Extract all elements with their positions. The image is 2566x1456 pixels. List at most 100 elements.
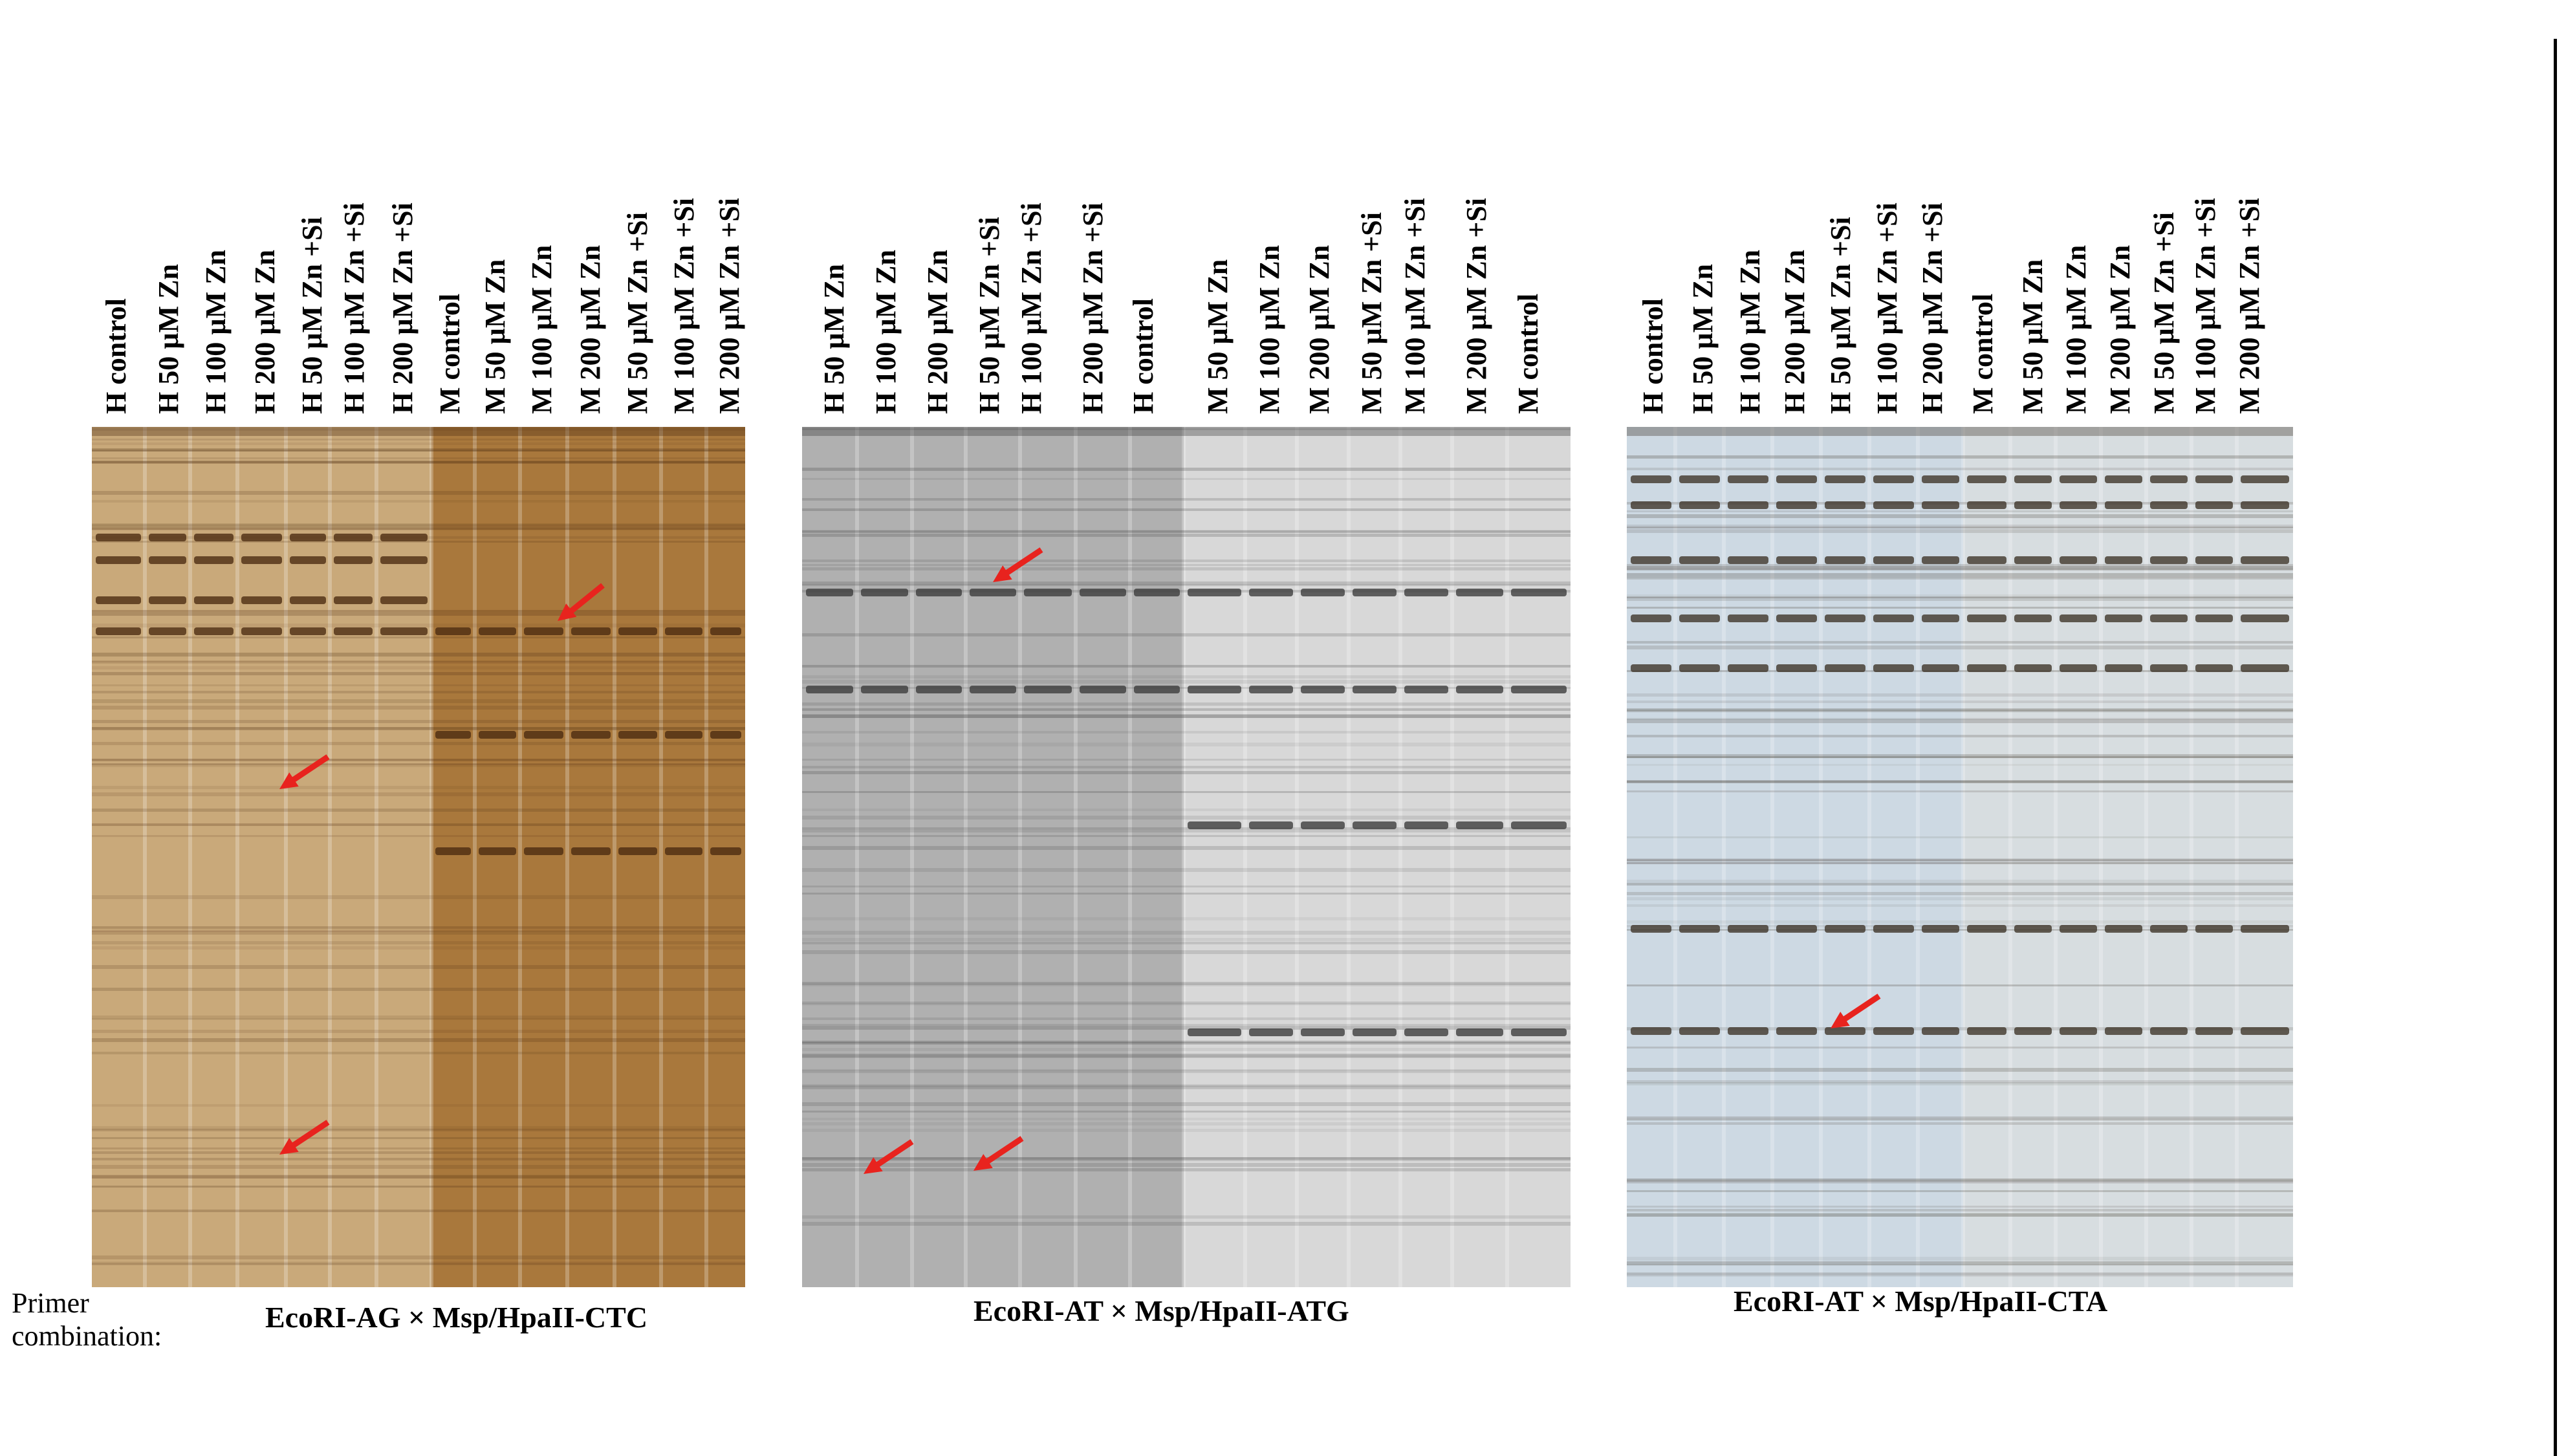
gel-band-strong	[1922, 501, 1959, 509]
gel-band	[802, 1157, 1571, 1161]
gel-band-strong	[149, 596, 186, 604]
lane-separator	[1450, 427, 1454, 1287]
lane-label: M 100 µM Zn +Si	[1399, 198, 1431, 414]
gel-band	[92, 786, 745, 789]
gel-band-strong	[2060, 664, 2097, 672]
gel-band-strong	[479, 627, 516, 635]
gel-band	[92, 763, 745, 765]
gel-band-strong	[241, 556, 282, 564]
gel-band-strong	[380, 556, 428, 564]
gel-band	[92, 684, 745, 686]
gel-band-strong	[1967, 556, 2006, 564]
lane-label: H 100 µM Zn	[870, 250, 902, 414]
gel-band-strong	[1511, 686, 1567, 693]
lane-label: M 200 µM Zn	[2104, 244, 2136, 414]
gel-band-strong	[2195, 614, 2233, 622]
lane-separator	[855, 427, 859, 1287]
gel-background-left	[92, 427, 431, 1287]
gel-image	[92, 427, 745, 1287]
gel-band-strong	[1922, 475, 1959, 483]
gel-band	[802, 771, 1571, 774]
lane-separator	[235, 427, 239, 1287]
gel-band-strong	[1679, 1027, 1720, 1035]
gel-band	[1627, 596, 2293, 598]
gel-band-strong	[1776, 556, 1817, 564]
gel-band	[1627, 527, 2293, 528]
gel-band	[92, 450, 745, 451]
lane-separator	[1819, 427, 1823, 1287]
lane-label: M 100 µM Zn	[526, 244, 558, 414]
gel-band-strong	[2060, 1027, 2097, 1035]
gel-image	[1627, 427, 2293, 1287]
gel-band	[92, 931, 745, 935]
red-arrow-icon	[1831, 994, 1881, 1028]
lane-label: H 200 µM Zn	[1779, 250, 1810, 414]
gel-band-strong	[2195, 664, 2233, 672]
gel-band-strong	[96, 534, 141, 541]
gel-band	[1627, 925, 2293, 928]
lane-separator	[2235, 427, 2239, 1287]
gel-band	[1627, 1122, 2293, 1125]
primer-prefix-line: combination:	[12, 1320, 162, 1352]
lane-separator	[143, 427, 147, 1287]
gel-band	[1627, 1190, 2293, 1192]
gel-band	[802, 581, 1571, 585]
gel-band-strong	[479, 731, 516, 739]
gel-image	[802, 427, 1571, 1287]
gel-band-strong	[1922, 614, 1959, 622]
gel-wells	[802, 427, 1571, 436]
lane-label: M 200 µM Zn +Si	[2234, 198, 2265, 414]
gel-band	[1627, 455, 2293, 459]
gel-band-strong	[1301, 589, 1345, 596]
gel-band	[802, 1026, 1571, 1030]
gel-band	[1627, 597, 2293, 601]
lane-separator	[284, 427, 288, 1287]
gel-band	[1627, 510, 2293, 512]
lane-separator	[1074, 427, 1078, 1287]
lane-label: H 50 µM Zn +Si	[296, 217, 328, 414]
gel-band-strong	[2105, 556, 2142, 564]
gel-band	[92, 1038, 745, 1042]
gel-band	[92, 525, 745, 528]
gel-band-strong	[2105, 1027, 2142, 1035]
gel-band	[802, 931, 1571, 935]
gel-band-strong	[1728, 556, 1768, 564]
gel-band-strong	[1134, 686, 1180, 693]
lane-label: M 100 µM Zn +Si	[668, 198, 700, 414]
gel-band-strong	[2014, 501, 2052, 509]
gel-band	[802, 1163, 1571, 1167]
gel-band	[92, 1165, 745, 1169]
gel-band	[802, 731, 1571, 733]
gel-band	[92, 823, 745, 826]
gel-band	[92, 461, 745, 464]
gel-band-strong	[96, 627, 141, 635]
gel-band-strong	[710, 731, 741, 739]
gel-band-strong	[2195, 1027, 2233, 1035]
gel-band	[1627, 897, 2293, 900]
gel-band	[92, 759, 745, 761]
gel-band	[92, 1104, 745, 1107]
gel-wells	[1627, 427, 2293, 436]
gel-band	[92, 1210, 745, 1212]
gel-band	[802, 1085, 1571, 1089]
gel-band	[92, 1186, 745, 1188]
gel-band	[1627, 573, 2293, 576]
gel-band	[802, 530, 1571, 533]
gel-band-strong	[1679, 664, 1720, 672]
lane-separator	[1505, 427, 1509, 1287]
gel-band	[1627, 1213, 2293, 1217]
red-arrow-icon	[279, 1120, 330, 1155]
lane-separator	[1961, 427, 1965, 1287]
gel-band-strong	[1188, 589, 1241, 596]
gel-band-strong	[710, 627, 741, 635]
gel-band	[802, 1084, 1571, 1087]
gel-band	[92, 765, 745, 767]
gel-band	[1627, 790, 2293, 792]
gel-band	[1627, 1206, 2293, 1208]
gel-band	[1627, 1272, 2293, 1276]
gel-band-strong	[1776, 925, 1817, 933]
gel-band-strong	[861, 686, 908, 693]
gel-band	[92, 988, 745, 991]
gel-band-strong	[2060, 501, 2097, 509]
gel-band	[802, 564, 1571, 566]
